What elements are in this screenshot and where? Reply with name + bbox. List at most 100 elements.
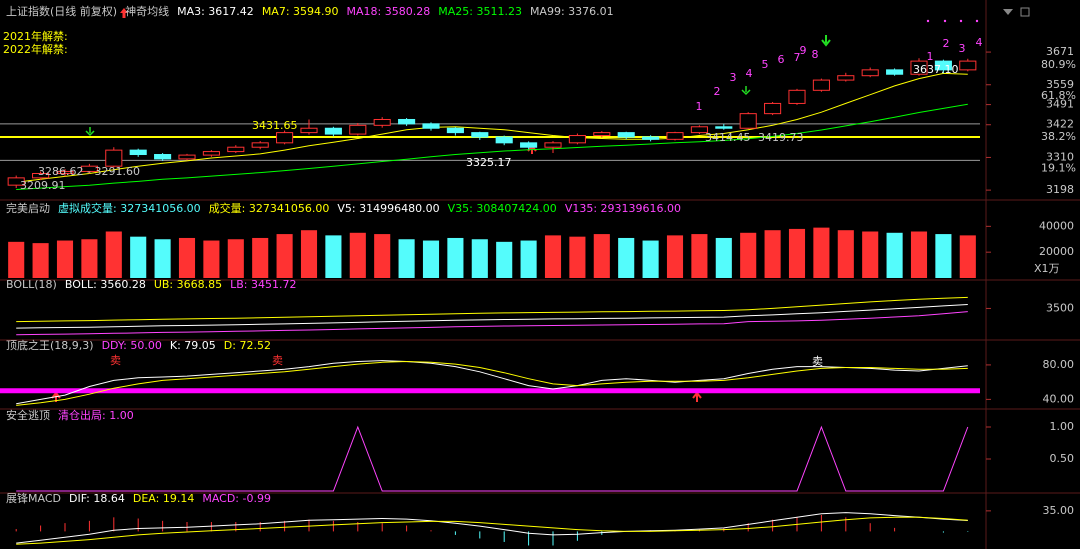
header-label: 展锋MACD (6, 492, 61, 505)
y-tick-label: 3671 (1046, 45, 1074, 58)
candle-body (544, 142, 562, 148)
volume-bar (300, 230, 318, 278)
volume-bar (642, 240, 659, 278)
y-tick-label: 3198 (1046, 183, 1074, 196)
volume-bar (154, 239, 171, 278)
volume-bar (593, 234, 610, 278)
annotation: 3414.45 (705, 131, 751, 144)
volume-bar (764, 230, 781, 278)
annotation: 3431.65 (252, 119, 298, 132)
signal-label: 卖 (812, 355, 823, 368)
line-series (16, 296, 968, 323)
candle-body (617, 132, 635, 138)
candle-body (105, 149, 123, 167)
header-label: V5: 314996480.00 (337, 202, 439, 215)
volume-bar (544, 235, 562, 278)
sequence-label: 3 (730, 71, 737, 84)
candle-body (886, 69, 904, 75)
candle-body (520, 142, 538, 148)
dot (975, 19, 979, 23)
volume-bar (788, 228, 806, 278)
volume-bar (447, 237, 464, 278)
volume-bar (398, 239, 415, 278)
line-series (16, 360, 968, 406)
sequence-label: 2 (943, 37, 950, 50)
volume-bar (837, 230, 854, 278)
volume-bar (715, 237, 732, 278)
volume-bar (910, 231, 928, 278)
dot (959, 19, 963, 23)
header-label: MA7: 3594.90 (262, 5, 339, 18)
header-label: BOLL(18) (6, 278, 57, 291)
y-tick-label: 35.00 (1043, 504, 1075, 517)
candle-body (32, 172, 50, 179)
volume-bar (740, 232, 757, 278)
candle-body (837, 75, 855, 81)
annotation: 3637.10 (913, 63, 959, 76)
header-label: BOLL: 3560.28 (65, 278, 146, 291)
volume-bar (422, 240, 440, 278)
line-series (16, 103, 968, 190)
candle-body (910, 60, 928, 75)
sequence-label: 2 (714, 85, 721, 98)
volume-bar (935, 234, 952, 278)
fib-label: 38.2% (1041, 130, 1076, 143)
candle-body (56, 170, 74, 174)
header-label: MA3: 3617.42 (177, 5, 254, 18)
candle-body (422, 123, 440, 129)
annotation: 3419.73 (758, 131, 804, 144)
volume-bar (886, 232, 903, 278)
candle-body (154, 154, 172, 160)
y-tick-label: 40.00 (1043, 392, 1075, 405)
header-label: 成交量: 327341056.00 (209, 201, 330, 215)
volume-bar (959, 235, 976, 278)
header-label: D: 72.52 (224, 339, 271, 352)
candle-body (642, 136, 660, 140)
candle-body (373, 118, 391, 126)
header-label: K: 79.05 (170, 339, 216, 352)
volume-bar (32, 243, 49, 278)
volume-bar (81, 239, 98, 278)
header-label: MA25: 3511.23 (438, 5, 522, 18)
sequence-label: 6 (778, 53, 785, 66)
window-icon[interactable] (1020, 7, 1030, 17)
candle-body (739, 113, 757, 129)
annotation: 3286.62 - 3291.60 (38, 165, 140, 178)
annotation: 2022年解禁: (3, 42, 68, 56)
header-label: 安全逃顶 (6, 408, 50, 422)
candle-body (324, 127, 342, 135)
sequence-label: 4 (976, 36, 983, 49)
volume-bar (276, 234, 293, 278)
volume-bar (569, 236, 586, 278)
candle-body (934, 60, 952, 71)
candle-body (495, 136, 513, 144)
annotation: 3209.91 (20, 179, 66, 192)
menu-icon[interactable] (1003, 9, 1013, 15)
dots (926, 19, 979, 23)
volume-bar (666, 235, 684, 278)
dot (943, 19, 947, 23)
header-label: V35: 308407424.00 (448, 202, 557, 215)
header-label: LB: 3451.72 (230, 278, 296, 291)
annotation: 2021年解禁: (3, 29, 68, 43)
annotation: 3325.17 (466, 156, 512, 169)
dot (926, 19, 930, 23)
y-tick-label: 3491 (1046, 98, 1074, 111)
y-tick-label: 80.00 (1043, 358, 1075, 371)
y-tick-label: 0.50 (1050, 452, 1075, 465)
header-label: 神奇均线 (125, 4, 169, 18)
candle-body (446, 127, 464, 134)
arrow-down (85, 127, 95, 137)
header-label: MACD: -0.99 (202, 492, 271, 505)
candle-body (861, 69, 879, 77)
volume-bar (471, 239, 488, 278)
candle-body (788, 89, 806, 104)
volume-bar (862, 231, 879, 278)
y-tick-label: 3310 (1046, 150, 1074, 163)
line-series (16, 72, 968, 183)
signal-label: 卖 (110, 354, 121, 367)
candle-body (129, 149, 147, 156)
candle-body (764, 102, 782, 115)
